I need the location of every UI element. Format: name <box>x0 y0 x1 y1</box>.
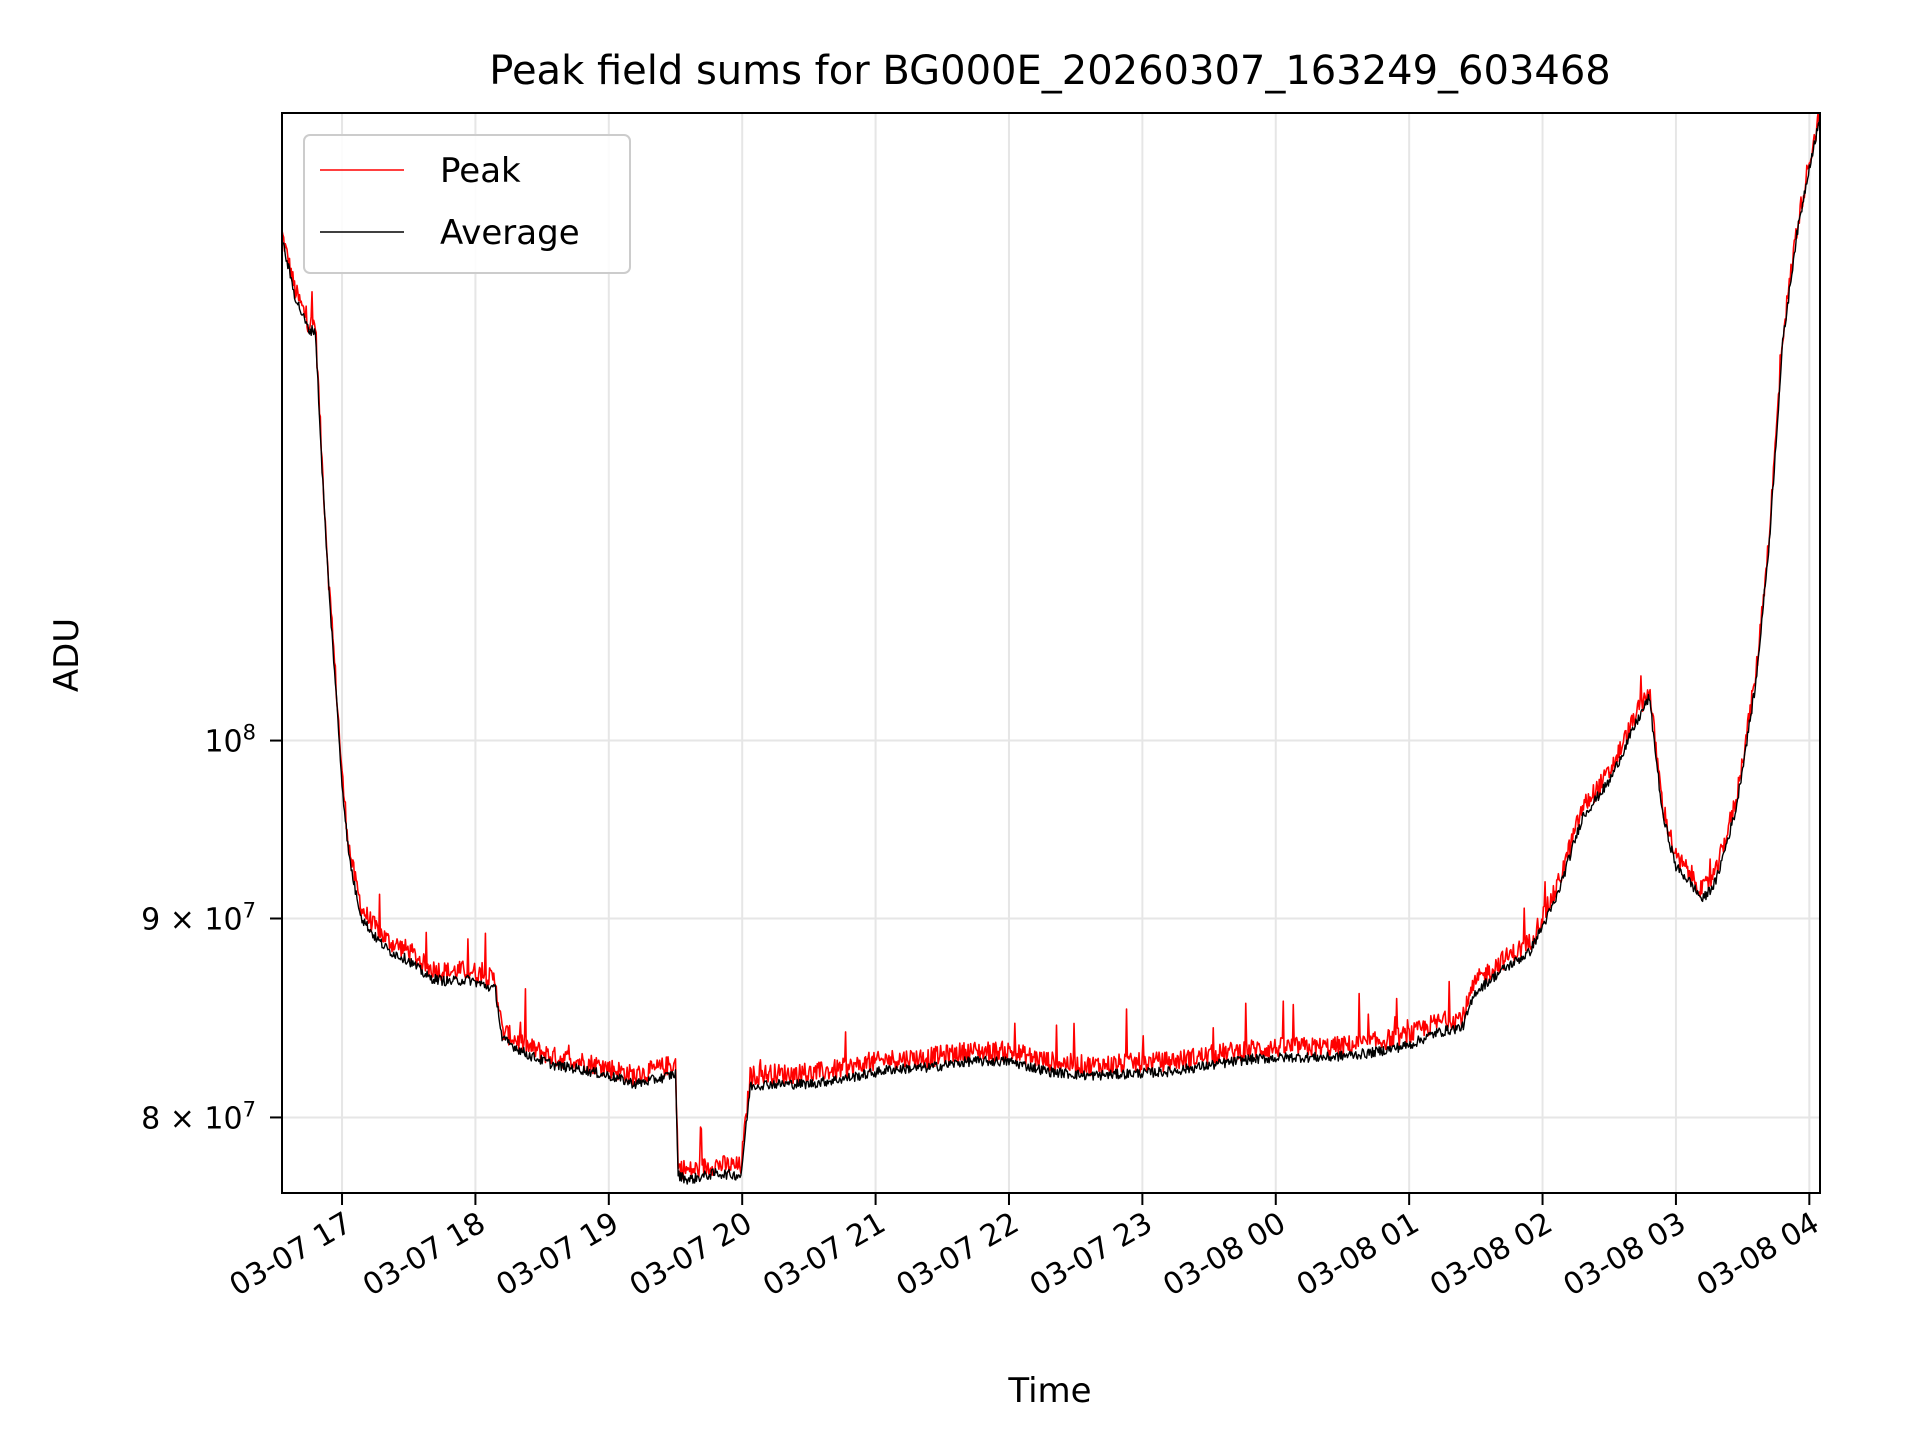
y-axis-label: ADU <box>47 618 87 692</box>
y-tick-exponent: 8 <box>243 721 256 745</box>
y-tick-exponent: 7 <box>243 1097 256 1121</box>
y-tick-label: 108 <box>204 721 256 760</box>
y-tick-base: 10 <box>204 725 242 760</box>
chart-title: Peak field sums for BG000E_20260307_1632… <box>489 48 1610 94</box>
y-tick-base: 8 × 10 <box>141 1101 242 1136</box>
legend-peak-label: Peak <box>440 151 521 191</box>
legend-average-label: Average <box>440 213 580 253</box>
y-tick-label: 9 × 107 <box>141 899 256 938</box>
plot-series <box>282 113 1820 1185</box>
y-tick-base: 9 × 10 <box>141 903 242 938</box>
y-tick-label: 8 × 107 <box>141 1097 256 1136</box>
legend: Peak Average <box>303 134 631 274</box>
grid <box>282 113 1820 1193</box>
series-average-line <box>282 118 1820 1185</box>
axes-frame <box>281 112 1821 1194</box>
x-axis-label: Time <box>1007 1371 1091 1411</box>
series-peak-line <box>282 113 1820 1180</box>
y-tick-exponent: 7 <box>243 899 256 923</box>
